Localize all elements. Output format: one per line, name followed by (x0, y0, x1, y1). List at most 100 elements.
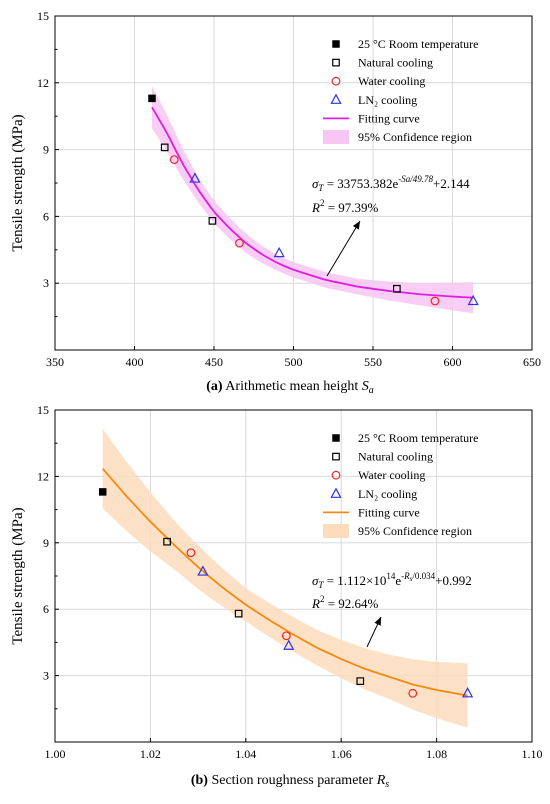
x-tick-label: 500 (285, 355, 303, 369)
legend-b: 25 °C Room temperature Natural cooling Wat… (323, 431, 478, 538)
confidence-band-a (151, 86, 474, 314)
data-point (163, 537, 171, 546)
legend-marker (331, 470, 341, 480)
panel-b: 1.00 1.02 1.04 1.06 1.08 1.10 3 6 9 12 15 Tensile … (10, 403, 543, 790)
y-tick-label: 3 (43, 276, 49, 290)
equation-part: +0.992 (435, 573, 472, 588)
equation-symbol: σ (312, 573, 319, 588)
data-point (430, 296, 440, 306)
equation-part: e (395, 573, 401, 588)
y-tick-label: 12 (37, 469, 49, 483)
r-squared-line: R2 = 92.64% (311, 594, 379, 611)
x-tick-label: 600 (444, 355, 462, 369)
legend-label: LN₂ cooling (358, 93, 417, 107)
r-squared-superscript: 2 (320, 198, 325, 208)
data-point (169, 155, 179, 165)
grid-b (55, 410, 532, 742)
legend-label: LN₂ cooling (358, 487, 417, 501)
legend-label: Natural cooling (358, 56, 433, 70)
panel-a: 350 400 450 500 550 600 650 3 6 9 12 15 Tensile str… (10, 9, 541, 396)
equation-superscript: /0.034 (412, 571, 435, 581)
data-point (189, 172, 201, 183)
legend-label: 95% Confidence region (358, 130, 472, 144)
data-point (283, 639, 295, 650)
y-tick-label: 15 (37, 9, 49, 23)
x-tick-label: 400 (126, 355, 144, 369)
data-point (234, 609, 243, 618)
legend-label: 25 °C Room temperature (358, 431, 478, 445)
caption-symbol: S (362, 379, 369, 394)
legend-marker (332, 434, 340, 442)
legend-label: Water cooling (358, 74, 425, 88)
y-tick-label: 6 (43, 209, 49, 223)
data-point (197, 565, 209, 576)
equation-symbol: σ (312, 176, 319, 191)
caption-panel-label: (a) (206, 379, 223, 394)
fitting-curve-b (102, 468, 468, 697)
equation-superscript-subscript: s (410, 575, 413, 583)
caption-panel-label: (b) (191, 773, 208, 788)
legend-marker (331, 76, 341, 86)
y-tick-label: 12 (37, 76, 49, 90)
y-tick-label: 3 (43, 669, 49, 683)
r-squared-value: = 97.39% (324, 200, 378, 215)
y-axis-title-b: Tensile strength (MPa) (10, 507, 26, 644)
x-tick-label: 1.10 (522, 747, 543, 761)
r-squared-symbol: R (311, 200, 320, 215)
data-point (467, 294, 479, 306)
ticks-a: 350 400 450 500 550 600 650 3 6 9 12 15 (37, 9, 541, 369)
x-tick-label: 1.06 (331, 747, 352, 761)
legend-marker (332, 58, 340, 67)
caption-b: (b) Section roughness parameter Rs (191, 773, 389, 790)
y-tick-label: 9 (43, 143, 49, 157)
annotation-arrowhead-a (352, 221, 360, 230)
x-tick-label: 450 (205, 355, 223, 369)
legend-marker (330, 93, 342, 104)
equation-superscript: -R (401, 571, 410, 581)
x-tick-label: 1.08 (426, 747, 447, 761)
legend-band-swatch (323, 524, 349, 538)
data-point (281, 631, 291, 641)
annotation-arrowhead-b (374, 617, 381, 626)
data-point (273, 246, 285, 258)
caption-a: (a) Arithmetic mean height Sa (206, 379, 374, 396)
legend-label: Fitting curve (358, 111, 420, 125)
equation-part: +2.144 (433, 176, 470, 191)
data-point (235, 238, 244, 248)
equation-b: σT = 1.112×1014e-Rs/0.034+0.992 R2 = 92.6… (311, 571, 472, 611)
data-point (148, 94, 156, 103)
legend-label: Natural cooling (358, 450, 433, 464)
equation-part: = 33753.382e (323, 176, 398, 191)
r-squared-value: = 92.64% (324, 596, 378, 611)
legend-label: 95% Confidence region (358, 524, 472, 538)
legend-marker (330, 487, 342, 498)
legend-marker (332, 452, 340, 461)
equation-a: σT = 33753.382e-Sa/49.78+2.144 R2 = 97.39… (311, 174, 470, 215)
caption-text: Section roughness parameter (208, 773, 377, 788)
x-tick-label: 650 (523, 355, 541, 369)
x-tick-label: 1.04 (235, 747, 256, 761)
equation-part: = 1.112×10 (323, 573, 386, 588)
equation-subscript: T (318, 183, 324, 193)
r-squared-line: R2 = 97.39% (311, 198, 379, 215)
legend-a: 25 °C Room temperature Natural cooling Wat… (323, 37, 478, 144)
equation-superscript: -Sa/49.78 (398, 174, 433, 184)
legend-label: 25 °C Room temperature (358, 37, 478, 51)
r-squared-symbol: R (311, 596, 320, 611)
data-points-a (148, 94, 479, 306)
data-point (393, 284, 401, 293)
x-tick-label: 350 (46, 355, 64, 369)
data-point (408, 688, 418, 698)
data-point (186, 548, 196, 558)
x-tick-label: 1.02 (140, 747, 161, 761)
equation-superscript: 14 (386, 571, 396, 581)
data-point (160, 143, 169, 152)
ticks-b: 1.00 1.02 1.04 1.06 1.08 1.10 3 6 9 12 15 (37, 403, 543, 761)
y-axis-title-a: Tensile strength (MPa) (10, 114, 26, 251)
caption-subscript: s (385, 779, 389, 790)
annotation-arrow-a (326, 220, 361, 277)
legend-marker (332, 40, 340, 48)
x-tick-label: 1.00 (45, 747, 66, 761)
equation-line: σT = 1.112×1014e-Rs/0.034+0.992 (312, 571, 472, 590)
legend-label: Water cooling (358, 468, 425, 482)
